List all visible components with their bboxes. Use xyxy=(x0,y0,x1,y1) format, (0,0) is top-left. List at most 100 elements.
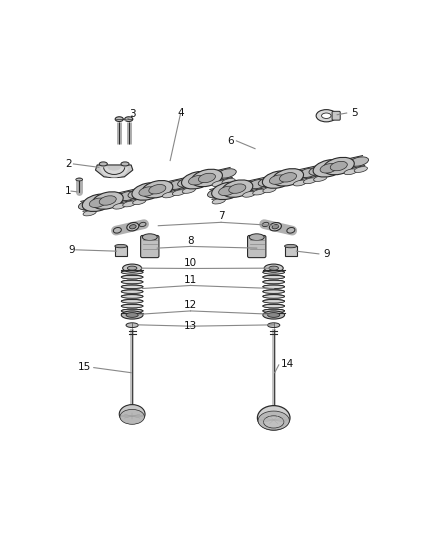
Ellipse shape xyxy=(279,173,297,182)
Ellipse shape xyxy=(263,309,285,313)
Ellipse shape xyxy=(248,180,267,189)
FancyBboxPatch shape xyxy=(141,236,159,257)
Ellipse shape xyxy=(330,161,347,171)
Ellipse shape xyxy=(191,169,223,187)
Ellipse shape xyxy=(268,323,280,328)
Ellipse shape xyxy=(316,110,336,122)
Ellipse shape xyxy=(89,198,106,207)
Text: 11: 11 xyxy=(184,275,197,285)
Ellipse shape xyxy=(258,411,290,430)
Text: 2: 2 xyxy=(65,159,72,169)
Ellipse shape xyxy=(188,175,205,185)
Ellipse shape xyxy=(222,180,253,197)
Ellipse shape xyxy=(253,189,266,195)
Ellipse shape xyxy=(121,290,143,294)
Ellipse shape xyxy=(219,186,236,196)
Ellipse shape xyxy=(354,167,367,172)
Ellipse shape xyxy=(133,199,146,205)
Ellipse shape xyxy=(121,304,143,308)
Ellipse shape xyxy=(262,222,269,227)
Ellipse shape xyxy=(172,190,186,196)
Ellipse shape xyxy=(118,191,137,201)
Ellipse shape xyxy=(263,300,285,303)
Ellipse shape xyxy=(263,311,285,319)
Ellipse shape xyxy=(139,222,146,227)
Text: 5: 5 xyxy=(351,108,357,118)
Ellipse shape xyxy=(121,300,143,303)
Ellipse shape xyxy=(321,113,331,118)
Ellipse shape xyxy=(120,409,145,424)
Text: 1: 1 xyxy=(64,186,71,196)
Ellipse shape xyxy=(263,290,285,294)
Ellipse shape xyxy=(212,182,243,199)
Ellipse shape xyxy=(123,201,136,207)
Ellipse shape xyxy=(263,300,285,303)
Ellipse shape xyxy=(264,416,284,428)
Ellipse shape xyxy=(272,168,304,186)
FancyBboxPatch shape xyxy=(285,246,297,256)
Ellipse shape xyxy=(121,281,143,284)
Ellipse shape xyxy=(126,323,138,328)
Ellipse shape xyxy=(314,176,327,181)
Ellipse shape xyxy=(263,286,285,289)
Polygon shape xyxy=(81,167,233,211)
Text: 3: 3 xyxy=(129,109,135,119)
Ellipse shape xyxy=(125,117,133,122)
Ellipse shape xyxy=(158,182,177,192)
Text: 8: 8 xyxy=(187,236,194,246)
Ellipse shape xyxy=(113,228,121,233)
Ellipse shape xyxy=(121,295,143,298)
Ellipse shape xyxy=(181,172,212,189)
Text: 9: 9 xyxy=(323,249,329,259)
Ellipse shape xyxy=(258,406,290,430)
Ellipse shape xyxy=(339,159,358,168)
Ellipse shape xyxy=(238,182,257,191)
Ellipse shape xyxy=(304,178,317,184)
Ellipse shape xyxy=(162,192,176,198)
Ellipse shape xyxy=(121,276,143,279)
Ellipse shape xyxy=(182,188,195,193)
Ellipse shape xyxy=(149,184,166,194)
Ellipse shape xyxy=(269,223,282,231)
Text: 14: 14 xyxy=(280,359,294,369)
Ellipse shape xyxy=(78,200,97,209)
Ellipse shape xyxy=(249,234,264,240)
Ellipse shape xyxy=(127,223,139,231)
Ellipse shape xyxy=(121,162,129,166)
Ellipse shape xyxy=(217,169,236,178)
Ellipse shape xyxy=(99,162,107,166)
FancyBboxPatch shape xyxy=(115,246,127,256)
Ellipse shape xyxy=(142,234,157,240)
Ellipse shape xyxy=(263,270,285,274)
Ellipse shape xyxy=(263,295,285,298)
Text: 7: 7 xyxy=(218,211,224,221)
Ellipse shape xyxy=(263,285,285,288)
Ellipse shape xyxy=(132,183,163,200)
Ellipse shape xyxy=(82,194,113,212)
Ellipse shape xyxy=(127,266,137,270)
Ellipse shape xyxy=(113,203,126,209)
Ellipse shape xyxy=(287,228,295,233)
Ellipse shape xyxy=(222,179,235,184)
Text: 4: 4 xyxy=(177,108,184,118)
Ellipse shape xyxy=(115,117,124,122)
Ellipse shape xyxy=(121,309,143,313)
Ellipse shape xyxy=(258,177,277,187)
Ellipse shape xyxy=(121,300,143,303)
Ellipse shape xyxy=(121,305,143,308)
Ellipse shape xyxy=(323,157,354,175)
Text: 12: 12 xyxy=(184,300,197,310)
Ellipse shape xyxy=(263,187,276,193)
Ellipse shape xyxy=(285,245,297,248)
Ellipse shape xyxy=(263,305,285,308)
Ellipse shape xyxy=(350,157,368,166)
Polygon shape xyxy=(210,156,365,199)
Text: 9: 9 xyxy=(68,245,75,255)
Ellipse shape xyxy=(263,275,285,279)
Ellipse shape xyxy=(115,245,127,248)
Polygon shape xyxy=(95,165,133,177)
Text: 13: 13 xyxy=(184,321,197,331)
Ellipse shape xyxy=(121,295,143,298)
Ellipse shape xyxy=(263,304,285,308)
FancyBboxPatch shape xyxy=(332,111,340,120)
